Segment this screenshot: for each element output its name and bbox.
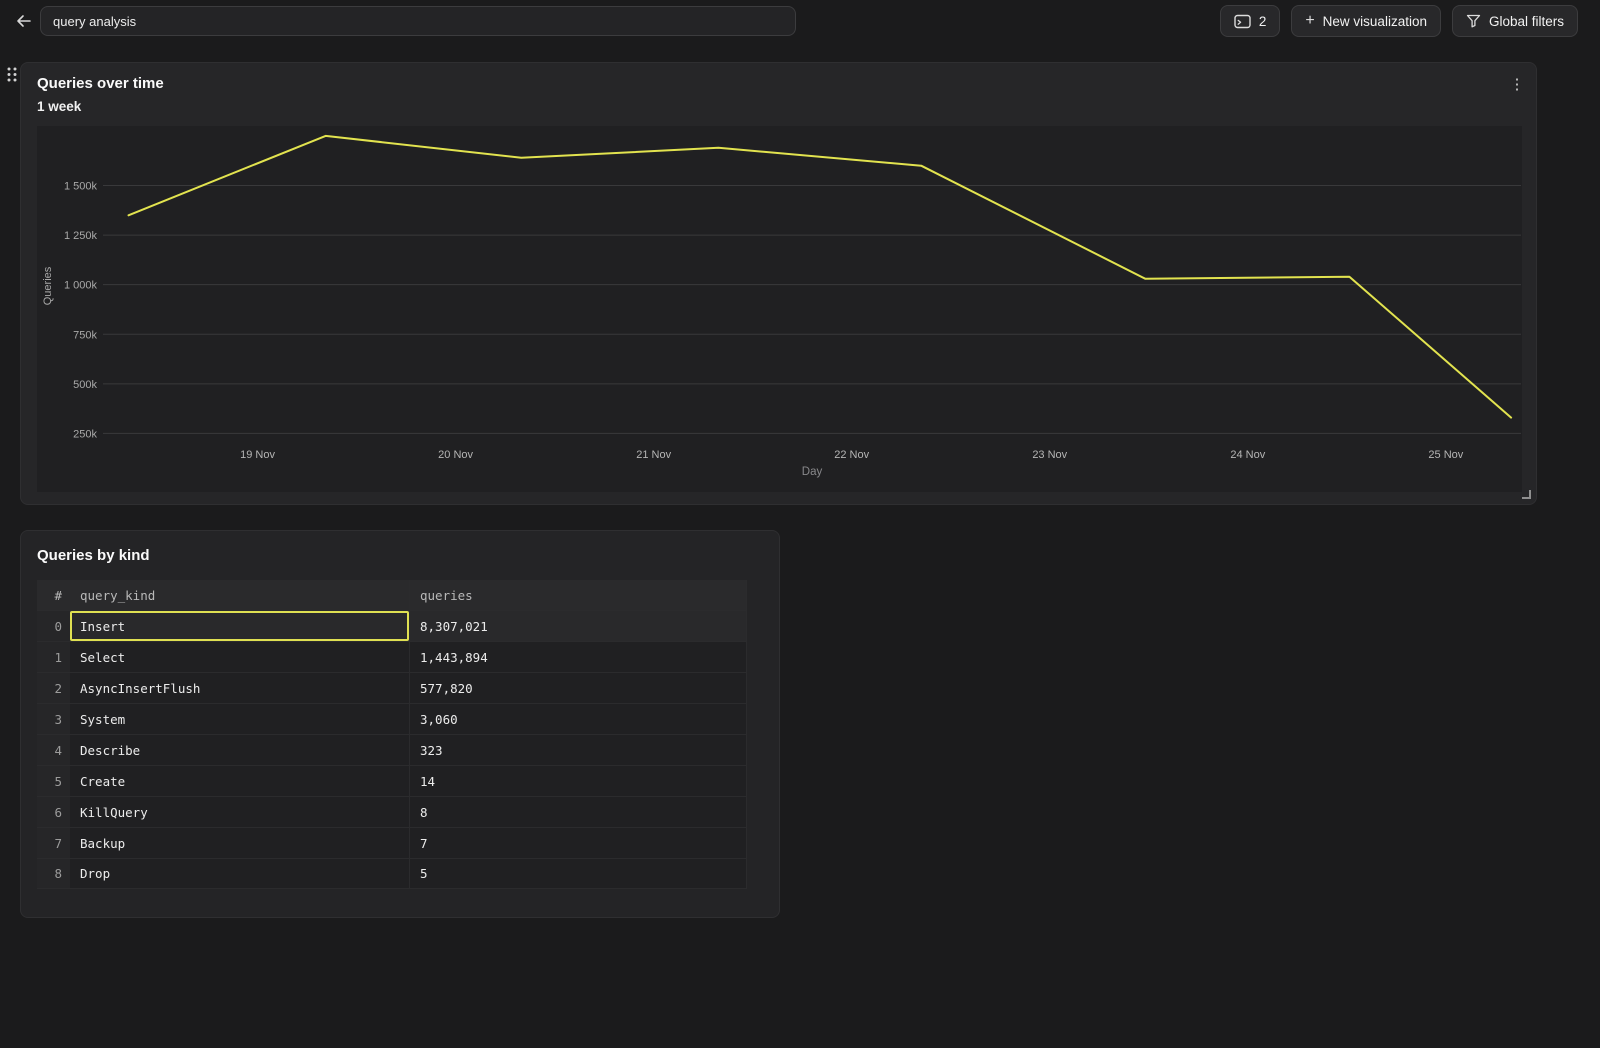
queries-value-cell[interactable]: 5 <box>409 859 746 888</box>
query-kind-cell[interactable]: KillQuery <box>80 804 148 820</box>
y-tick-label: 500k <box>73 379 97 391</box>
queries-value-cell[interactable]: 7 <box>409 828 746 858</box>
new-visualization-label: New visualization <box>1322 13 1427 29</box>
x-tick-label: 19 Nov <box>240 449 275 461</box>
query-kind-cell[interactable]: Describe <box>80 742 141 758</box>
row-index-cell: 5 <box>37 766 70 796</box>
sql-console-icon <box>1234 14 1251 28</box>
y-tick-label: 1 250k <box>64 230 98 242</box>
x-tick-label: 23 Nov <box>1032 449 1067 461</box>
query-kind-cell[interactable]: Insert <box>70 611 409 641</box>
card-drag-handle[interactable] <box>6 66 18 83</box>
row-index-cell: 6 <box>37 797 70 827</box>
query-kind-cell[interactable]: AsyncInsertFlush <box>80 680 201 696</box>
table-row[interactable]: 6 KillQuery 8 <box>37 796 746 827</box>
table-card-title: Queries by kind <box>37 547 150 564</box>
table-row[interactable]: 8 Drop 5 <box>37 858 746 889</box>
query-kind-cell[interactable]: Backup <box>80 835 126 851</box>
queries-by-kind-card: Queries by kind # query_kind queries 0 In… <box>20 530 780 918</box>
row-index-cell: 2 <box>37 673 70 703</box>
x-tick-label: 22 Nov <box>834 449 869 461</box>
table-row[interactable]: 5 Create 14 <box>37 765 746 796</box>
plus-icon: + <box>1305 12 1315 29</box>
queries-over-time-plot[interactable]: 1 500k 1 250k 1 000k 750k 500k 250k 19 Nov 20 N… <box>37 126 1522 492</box>
queries-value-cell[interactable]: 577,820 <box>409 673 746 703</box>
arrow-left-icon <box>17 15 31 27</box>
queries-value-cell[interactable]: 8 <box>409 797 746 827</box>
row-index-cell: 0 <box>37 611 70 641</box>
x-tick-label: 20 Nov <box>438 449 473 461</box>
sql-console-button[interactable]: 2 <box>1219 5 1281 37</box>
row-index-cell: 8 <box>37 859 70 888</box>
dashboard-title-input[interactable] <box>40 6 796 36</box>
y-tick-label: 1 500k <box>64 181 98 193</box>
card-resize-handle[interactable] <box>1522 490 1531 499</box>
topbar-actions: 2 + New visualization Global filters <box>1219 5 1578 37</box>
table-row[interactable]: 2 AsyncInsertFlush 577,820 <box>37 672 746 703</box>
y-tick-label: 1 000k <box>64 280 98 292</box>
query-kind-cell[interactable]: Select <box>80 649 126 665</box>
table-row[interactable]: 7 Backup 7 <box>37 827 746 858</box>
x-tick-label: 24 Nov <box>1230 449 1265 461</box>
chart-card-subtitle: 1 week <box>37 99 82 114</box>
table-row[interactable]: 3 System 3,060 <box>37 703 746 734</box>
table-body: 0 Insert 8,307,021 1 Select 1,443,894 2 AsyncIn… <box>37 610 746 889</box>
query-kind-cell[interactable]: System <box>80 711 126 727</box>
new-visualization-button[interactable]: + New visualization <box>1291 5 1441 37</box>
x-axis-title: Day <box>802 466 823 478</box>
x-tick-label: 25 Nov <box>1428 449 1463 461</box>
table-header-row: # query_kind queries <box>37 580 746 610</box>
x-tick-label: 21 Nov <box>636 449 671 461</box>
header-query-kind: query_kind <box>80 587 156 603</box>
header-index: # <box>54 587 62 603</box>
queries-value-cell[interactable]: 3,060 <box>409 704 746 734</box>
console-count: 2 <box>1258 13 1267 29</box>
queries-value-cell[interactable]: 323 <box>409 735 746 765</box>
top-bar: 2 + New visualization Global filters <box>0 0 1600 42</box>
row-index-cell: 1 <box>37 642 70 672</box>
table-row[interactable]: 1 Select 1,443,894 <box>37 641 746 672</box>
queries-line-chart[interactable]: 1 500k 1 250k 1 000k 750k 500k 250k 19 Nov 20 N… <box>37 126 1522 492</box>
query-kind-cell[interactable]: Drop <box>80 866 111 881</box>
queries-line-series[interactable] <box>127 134 1513 419</box>
row-index-cell: 3 <box>37 704 70 734</box>
global-filters-button[interactable]: Global filters <box>1451 5 1578 37</box>
table-row[interactable]: 4 Describe 323 <box>37 734 746 765</box>
back-button[interactable] <box>10 7 38 35</box>
funnel-icon <box>1466 14 1481 28</box>
queries-by-kind-table: # query_kind queries 0 Insert 8,307,021 1 Se… <box>37 580 747 889</box>
global-filters-label: Global filters <box>1488 13 1564 29</box>
y-axis-title: Queries <box>42 266 54 305</box>
header-queries: queries <box>409 580 746 610</box>
chart-card-title: Queries over time <box>37 75 164 92</box>
drag-dots-icon <box>7 67 17 82</box>
queries-over-time-card: Queries over time 1 week ⋮ 1 500k 1 250k 1… <box>20 62 1537 505</box>
row-index-cell: 4 <box>37 735 70 765</box>
row-index-cell: 7 <box>37 828 70 858</box>
table-row[interactable]: 0 Insert 8,307,021 <box>37 610 746 641</box>
queries-value-cell[interactable]: 14 <box>409 766 746 796</box>
y-tick-label: 750k <box>73 329 97 341</box>
queries-value-cell[interactable]: 1,443,894 <box>409 642 746 672</box>
kebab-menu-icon[interactable]: ⋮ <box>1509 76 1525 93</box>
y-tick-label: 250k <box>73 428 97 440</box>
queries-value-cell[interactable]: 8,307,021 <box>409 611 746 641</box>
query-kind-cell[interactable]: Create <box>80 773 126 789</box>
